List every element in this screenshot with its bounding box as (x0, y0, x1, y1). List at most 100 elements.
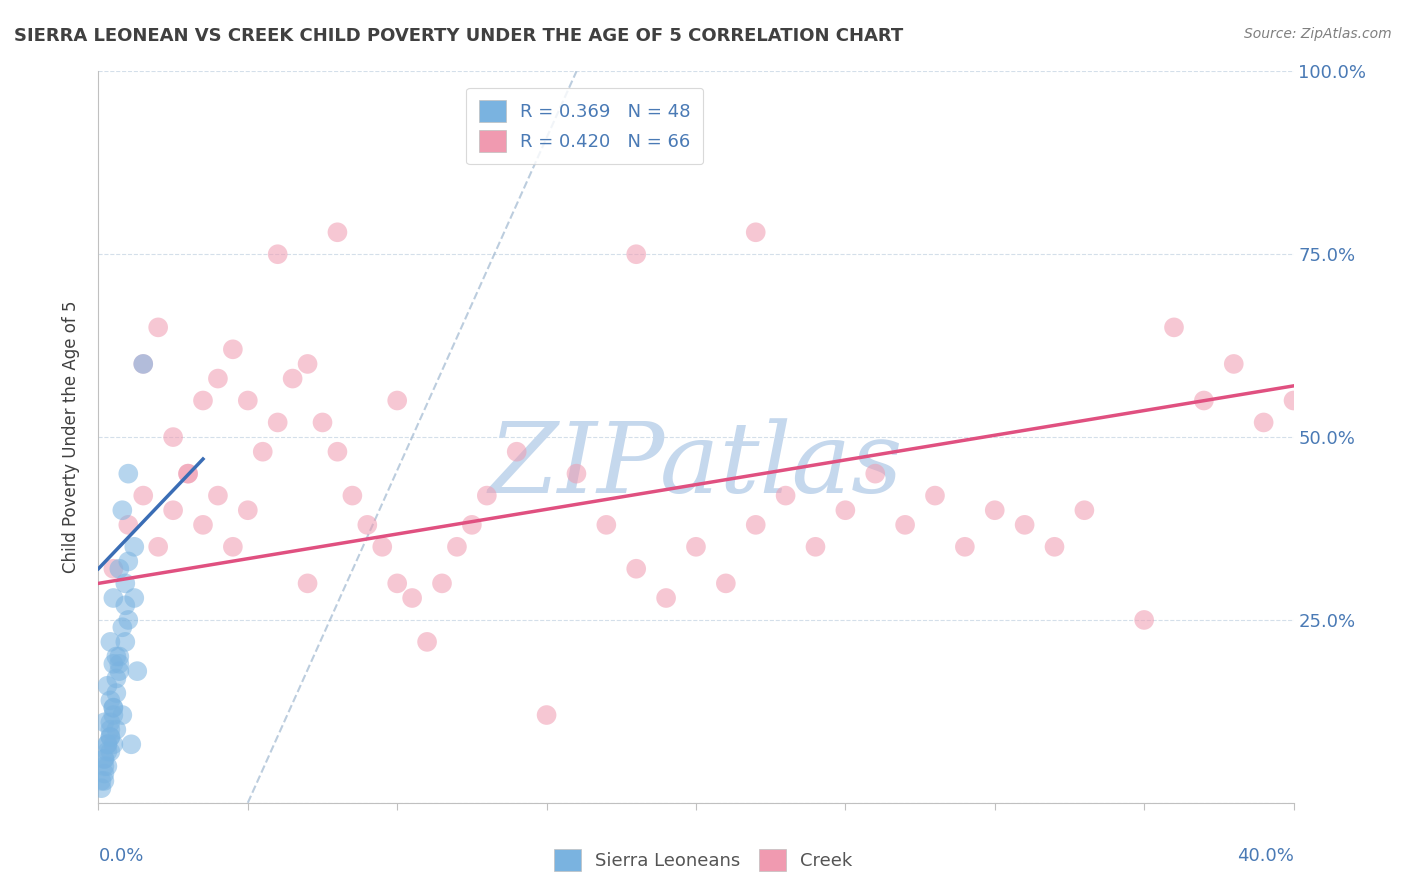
Point (297, 576, 319, 591)
Point (105, 672, 128, 686)
Point (105, 649, 128, 664)
Point (267, 247, 290, 261)
Point (98, 745, 122, 759)
Point (93, 752, 115, 766)
Point (685, 540, 707, 554)
Point (108, 664, 131, 678)
Point (595, 517, 617, 532)
Point (103, 700, 125, 714)
Point (191, 393, 214, 408)
Point (120, 737, 142, 751)
Point (207, 371, 229, 385)
Point (775, 489, 797, 503)
Point (953, 540, 976, 554)
Point (90, 773, 112, 788)
Point (1043, 540, 1066, 554)
Point (117, 554, 139, 568)
Point (416, 635, 439, 649)
Point (267, 416, 290, 430)
Point (207, 489, 229, 503)
Point (430, 576, 453, 591)
Point (96, 679, 118, 693)
Y-axis label: Child Poverty Under the Age of 5: Child Poverty Under the Age of 5 (62, 301, 80, 574)
Text: SIERRA LEONEAN VS CREEK CHILD POVERTY UNDER THE AGE OF 5 CORRELATION CHART: SIERRA LEONEAN VS CREEK CHILD POVERTY UN… (14, 27, 903, 45)
Point (297, 357, 319, 371)
Point (536, 708, 558, 723)
Point (103, 591, 125, 605)
Point (1223, 357, 1246, 371)
Point (281, 371, 304, 385)
Point (114, 576, 136, 591)
Point (191, 517, 214, 532)
Text: Source: ZipAtlas.com: Source: ZipAtlas.com (1244, 27, 1392, 41)
Point (93, 773, 115, 788)
Point (1253, 416, 1275, 430)
Point (96, 745, 118, 759)
Point (98, 723, 122, 737)
Point (90, 781, 112, 796)
Point (236, 393, 259, 408)
Point (401, 591, 423, 605)
Point (385, 393, 409, 408)
Point (626, 562, 648, 576)
Point (1073, 503, 1095, 517)
Point (714, 576, 737, 591)
Point (1133, 613, 1156, 627)
Point (1014, 517, 1036, 532)
Point (894, 517, 917, 532)
Point (105, 686, 128, 700)
Point (177, 467, 200, 481)
Point (461, 517, 484, 532)
Point (93, 759, 115, 773)
Point (117, 467, 139, 481)
Point (105, 723, 128, 737)
Point (98, 693, 122, 707)
Point (111, 708, 134, 723)
Point (834, 503, 856, 517)
Point (475, 489, 498, 503)
Point (177, 467, 200, 481)
Point (626, 247, 648, 261)
Point (132, 489, 155, 503)
Point (148, 540, 170, 554)
Point (162, 430, 184, 444)
Point (446, 540, 468, 554)
Point (96, 759, 118, 773)
Point (222, 540, 245, 554)
Point (745, 517, 768, 532)
Point (117, 517, 139, 532)
Point (655, 591, 678, 605)
Point (132, 357, 155, 371)
Point (98, 715, 122, 730)
Point (984, 503, 1007, 517)
Point (93, 752, 115, 766)
Point (98, 730, 122, 744)
Point (103, 657, 125, 671)
Point (342, 489, 364, 503)
Point (103, 708, 125, 723)
Point (114, 599, 136, 613)
Point (1192, 393, 1215, 408)
Point (162, 503, 184, 517)
Point (565, 467, 588, 481)
Point (124, 540, 146, 554)
Text: ZIPatlas: ZIPatlas (489, 418, 903, 514)
Point (98, 730, 122, 744)
Point (236, 503, 259, 517)
Point (111, 503, 134, 517)
Point (356, 517, 378, 532)
Legend: Sierra Leoneans, Creek: Sierra Leoneans, Creek (547, 842, 859, 879)
Point (103, 737, 125, 751)
Point (326, 444, 349, 458)
Point (865, 467, 887, 481)
Point (924, 489, 946, 503)
Point (108, 657, 131, 671)
Point (103, 700, 125, 714)
Point (117, 613, 139, 627)
Point (103, 562, 125, 576)
Point (148, 320, 170, 334)
Point (96, 737, 118, 751)
Point (96, 737, 118, 751)
Point (124, 591, 146, 605)
Point (93, 766, 115, 780)
